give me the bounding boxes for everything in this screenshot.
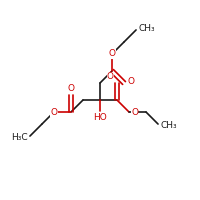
- Text: O: O: [109, 49, 116, 58]
- Text: O: O: [50, 108, 57, 117]
- Text: CH₃: CH₃: [160, 121, 177, 130]
- Text: O: O: [107, 72, 114, 81]
- Text: HO: HO: [93, 113, 107, 122]
- Text: O: O: [127, 76, 134, 86]
- Text: O: O: [131, 108, 138, 117]
- Text: H₃C: H₃C: [11, 133, 28, 142]
- Text: CH₃: CH₃: [138, 24, 155, 33]
- Text: O: O: [67, 84, 74, 93]
